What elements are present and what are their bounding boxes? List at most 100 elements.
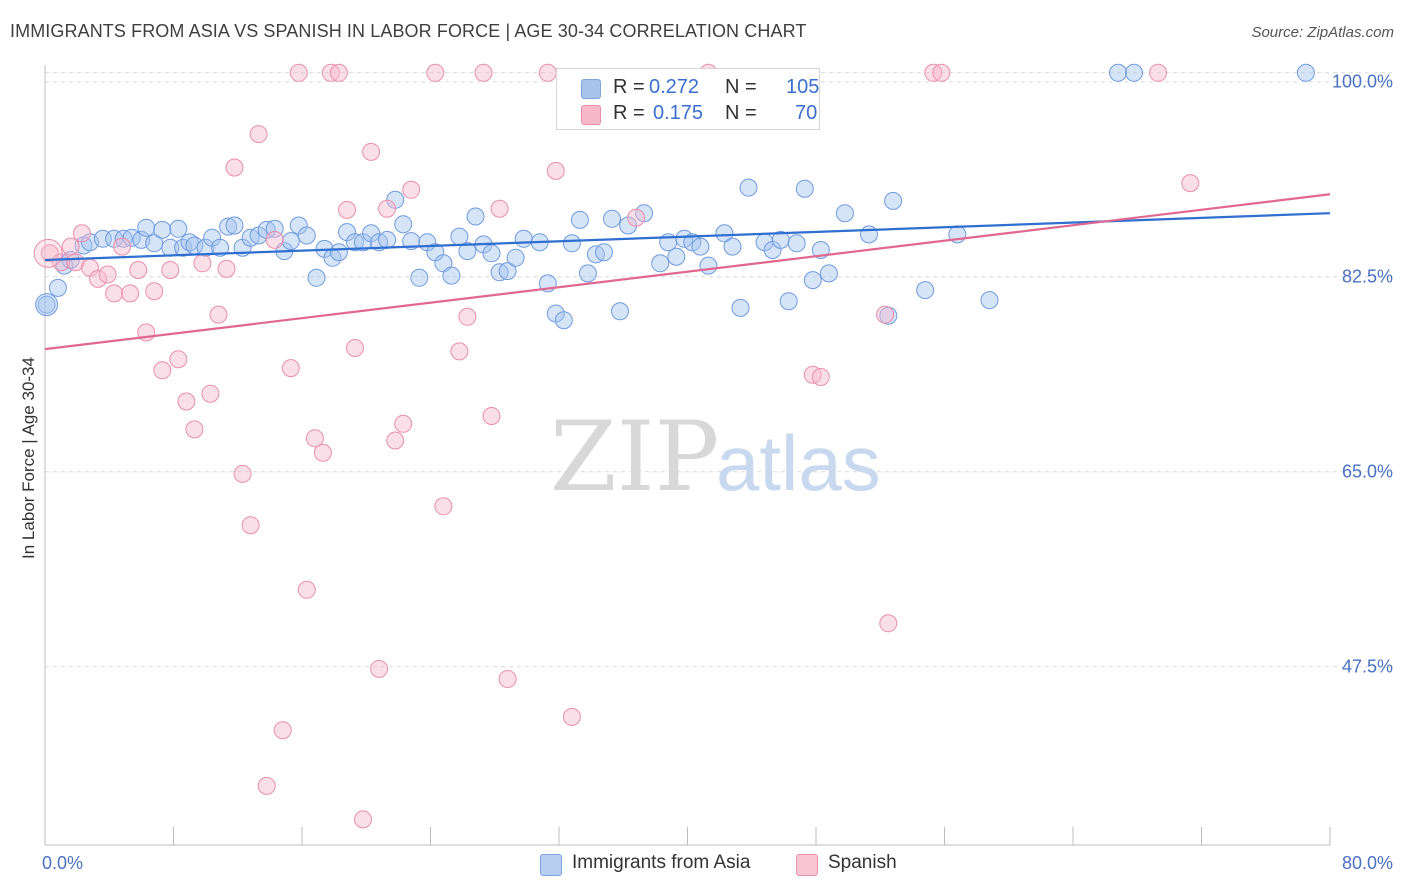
asia-point: [860, 225, 878, 244]
spanish-point: [394, 414, 413, 433]
spanish-point: [402, 180, 421, 199]
spanish-point: [434, 497, 453, 516]
watermark-zip: ZIP: [550, 401, 719, 513]
n-value-spanish: 70: [795, 102, 818, 124]
spanish-point: [225, 158, 244, 177]
chart-title: IMMIGRANTS FROM ASIA VS SPANISH IN LABOR…: [10, 21, 807, 41]
spanish-point: [879, 614, 898, 633]
x-tick-label: 0.0%: [42, 853, 83, 873]
asia-point: [394, 215, 413, 234]
asia-point: [651, 254, 670, 273]
spanish-point: [378, 199, 397, 218]
spanish-point: [241, 516, 260, 535]
x-tick-label: 80.0%: [1342, 853, 1393, 873]
spanish-point: [627, 208, 646, 227]
spanish-swatch: [581, 105, 601, 125]
asia-point: [603, 209, 621, 228]
asia-point: [1296, 63, 1315, 82]
spanish-point: [72, 224, 91, 243]
asia-point: [410, 268, 429, 287]
asia-point: [225, 216, 244, 235]
spanish-point: [105, 284, 124, 303]
spanish-point: [281, 359, 300, 378]
trend-lines: [44, 193, 1331, 351]
spanish-point: [876, 305, 895, 324]
spanish-point: [249, 125, 268, 144]
r-value-spanish: 0.175: [653, 102, 704, 124]
spanish-point: [313, 443, 332, 462]
spanish-point: [265, 230, 284, 249]
legend-swatch-asia: [540, 854, 562, 876]
spanish-point: [33, 238, 63, 268]
legend-label-spanish: Spanish: [828, 852, 897, 873]
spanish-point: [386, 431, 405, 450]
asia-point: [35, 293, 59, 317]
asia-point: [378, 230, 397, 249]
watermark: ZIP atlas: [550, 401, 881, 513]
asia-point: [153, 220, 172, 239]
asia-point: [739, 178, 758, 197]
asia-point: [180, 233, 199, 252]
stats-box: R = 0.272 N = 105 R = 0.175 N = 70: [556, 68, 820, 130]
asia-point: [48, 278, 67, 297]
spanish-point: [145, 282, 164, 301]
asia-point: [211, 238, 230, 257]
asia-point: [980, 291, 999, 310]
legend-label-asia: Immigrants from Asia: [572, 852, 751, 873]
spanish-point: [193, 254, 212, 273]
spanish-point: [305, 429, 324, 448]
n-value-asia: 105: [786, 76, 820, 98]
spanish-point: [217, 259, 236, 278]
asia-point: [916, 281, 935, 300]
asia-point: [691, 237, 710, 256]
spanish-point: [161, 261, 180, 279]
spanish-point: [233, 464, 252, 483]
asia-point: [779, 292, 798, 311]
spanish-point: [546, 161, 565, 180]
spanish-point: [273, 721, 292, 740]
spanish-point: [257, 776, 276, 795]
asia-point: [297, 226, 316, 245]
spanish-point: [98, 265, 117, 284]
asia-point: [442, 266, 461, 285]
spanish-point: [498, 670, 517, 688]
asia-point: [611, 302, 629, 321]
asia-point: [884, 191, 903, 210]
spanish-point: [458, 307, 477, 326]
asia-point: [196, 238, 215, 257]
spanish-point: [121, 284, 140, 303]
spanish-point: [169, 350, 188, 369]
asia-point: [715, 224, 734, 243]
asia-point: [667, 247, 686, 266]
spanish-point: [354, 810, 372, 829]
asia-point: [482, 244, 501, 263]
y-tick-label: 47.5%: [1342, 657, 1393, 677]
asia-point: [699, 256, 718, 275]
asia-point: [37, 295, 56, 314]
spanish-point: [61, 237, 80, 256]
spanish-point: [490, 199, 509, 218]
asia-point: [514, 229, 533, 248]
asia-point: [731, 298, 750, 317]
asia-point: [795, 179, 814, 198]
asia-point: [402, 232, 421, 251]
spanish-point: [474, 63, 493, 82]
spanish-point: [362, 142, 381, 161]
asia-point: [1109, 63, 1127, 82]
y-tick-label: 65.0%: [1342, 462, 1393, 482]
spanish-point: [482, 407, 501, 425]
spanish-point: [1181, 174, 1200, 193]
chart-source: Source: ZipAtlas.com: [1251, 24, 1394, 41]
spanish-point: [538, 63, 557, 82]
asia-swatch: [581, 79, 601, 99]
n-label: N =: [725, 102, 757, 124]
spanish-point: [113, 237, 132, 256]
spanish-trend-line: [44, 193, 1331, 351]
asia-point: [570, 210, 589, 229]
spanish-point: [52, 253, 71, 272]
asia-point: [506, 248, 525, 267]
asia-point: [723, 237, 742, 256]
spanish-point: [338, 200, 356, 219]
watermark-atlas: atlas: [716, 419, 881, 507]
